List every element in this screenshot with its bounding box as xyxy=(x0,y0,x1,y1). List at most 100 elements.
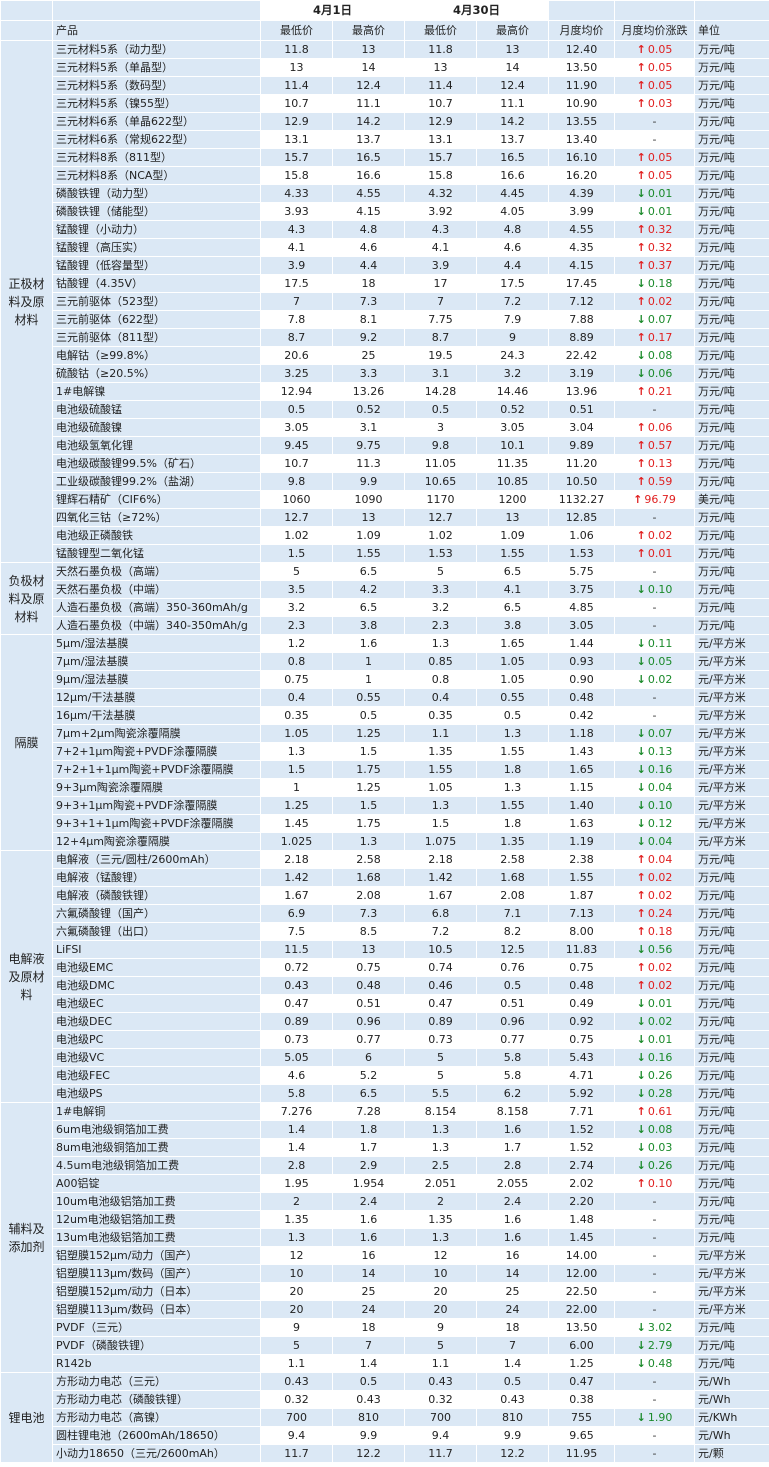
table-row: 人造石墨负极（高端）350-360mAh/g 3.2 6.5 3.2 6.5 4.85- 万… xyxy=(1,598,769,617)
monthly-average: 1.06 xyxy=(548,526,616,545)
low-price-start: 7.276 xyxy=(260,1102,333,1121)
high-price-start: 1.8 xyxy=(331,1120,406,1139)
product-name: 锰酸锂（低容量型） xyxy=(52,256,261,275)
low-price-start: 5.05 xyxy=(260,1048,333,1067)
high-price-end: 8.2 xyxy=(476,922,550,941)
monthly-average: 0.92 xyxy=(548,1012,616,1031)
monthly-change: ↑ 0.02 xyxy=(614,292,696,311)
low-price-end: 1.42 xyxy=(404,868,478,887)
high-price-end: 13.7 xyxy=(476,130,550,149)
monthly-change: - xyxy=(614,688,696,707)
change-value: 0.06 xyxy=(647,367,673,380)
high-price-end: 3.8 xyxy=(476,616,550,635)
arrow-up-icon: ↑ xyxy=(636,475,646,488)
product-name: 三元材料8系（NCA型） xyxy=(52,166,261,185)
table-row: 隔膜 5μm/湿法基膜 1.2 1.6 1.3 1.65 1.44 ↓ 0.11 元/平方米 xyxy=(0,634,769,851)
low-price-end: 0.85 xyxy=(404,652,478,671)
low-price-end: 3.92 xyxy=(404,202,478,221)
low-price-start: 12.7 xyxy=(260,508,333,527)
low-price-end: 1170 xyxy=(404,490,478,509)
product-name: 铝塑膜113μm/数码（日本） xyxy=(52,1300,261,1319)
high-price-start: 13 xyxy=(331,40,406,59)
high-price-start: 1.4 xyxy=(331,1354,406,1373)
change-value: 0.11 xyxy=(647,637,673,650)
high-price-start: 0.52 xyxy=(331,400,406,419)
arrow-up-icon: ↑ xyxy=(636,223,646,236)
high-price-start: 0.75 xyxy=(331,958,406,977)
high-price-end: 14.2 xyxy=(476,112,550,131)
monthly-change: - xyxy=(614,1300,696,1319)
low-price-end: 10 xyxy=(404,1264,478,1283)
monthly-average: 6.00 xyxy=(548,1336,616,1355)
monthly-change: ↑ 0.02 xyxy=(614,958,696,977)
high-price-end: 14.46 xyxy=(476,382,550,401)
arrow-up-icon: ↑ xyxy=(636,259,646,272)
table-row: 7μm+2μm陶瓷涂覆隔膜 1.05 1.25 1.1 1.3 1.18 ↓ 0.07 元/平方… xyxy=(1,724,769,743)
monthly-average: 5.92 xyxy=(548,1084,616,1103)
low-price-start: 1.3 xyxy=(260,1228,333,1247)
low-price-start: 12 xyxy=(260,1246,333,1265)
high-price-end: 6.5 xyxy=(476,598,550,617)
change-value: 0.04 xyxy=(647,781,673,794)
change-value: 0.37 xyxy=(647,259,673,272)
low-price-start: 0.5 xyxy=(260,400,333,419)
arrow-down-icon: ↓ xyxy=(636,781,646,794)
product-name: 7μm/湿法基膜 xyxy=(52,652,261,671)
monthly-average: 755 xyxy=(548,1408,616,1427)
high-price-end: 3.05 xyxy=(476,418,550,437)
arrow-down-icon: ↓ xyxy=(636,637,646,650)
high-price-start: 6.5 xyxy=(331,598,406,617)
product-name: 铝塑膜152μm/动力（国产） xyxy=(52,1246,261,1265)
low-price-start: 2.18 xyxy=(260,850,333,869)
low-price-end: 3.9 xyxy=(404,256,478,275)
high-price-start: 0.51 xyxy=(331,994,406,1013)
unit-cell: 万元/吨 xyxy=(694,346,769,365)
product-name: 电池级DMC xyxy=(52,976,261,995)
product-name: 电池级EMC xyxy=(52,958,261,977)
monthly-change: - xyxy=(614,1264,696,1283)
unit-cell: 万元/吨 xyxy=(694,922,769,941)
unit-cell: 万元/吨 xyxy=(694,904,769,923)
high-price-end: 0.5 xyxy=(476,1372,550,1391)
low-price-start: 7.8 xyxy=(260,310,333,329)
table-row: 正极材料及原材料 三元材料5系（动力型） 11.8 13 11.8 13 12.40 ↑ 0.0… xyxy=(0,40,769,563)
high-price-start: 0.43 xyxy=(331,1390,406,1409)
product-name: 7+2+1+1μm陶瓷+PVDF涂覆隔膜 xyxy=(52,760,261,779)
high-price-start: 0.96 xyxy=(331,1012,406,1031)
monthly-average: 12.85 xyxy=(548,508,616,527)
change-value: - xyxy=(652,115,657,128)
monthly-average: 1.52 xyxy=(548,1120,616,1139)
low-price-end: 0.47 xyxy=(404,994,478,1013)
monthly-average: 1.65 xyxy=(548,760,616,779)
unit-cell: 元/平方米 xyxy=(694,832,769,851)
arrow-down-icon: ↓ xyxy=(636,277,646,290)
high-price-start: 11.1 xyxy=(331,94,406,113)
unit-cell: 元/平方米 xyxy=(694,778,769,797)
table-row: 六氟磷酸锂（国产） 6.9 7.3 6.8 7.1 7.13 ↑ 0.24 万元/吨 xyxy=(1,904,769,923)
high-price-end: 1.65 xyxy=(476,634,550,653)
unit-cell: 万元/吨 xyxy=(694,1138,769,1157)
monthly-average: 0.48 xyxy=(548,688,616,707)
high-price-start: 3.1 xyxy=(331,418,406,437)
change-value: 0.13 xyxy=(647,745,673,758)
low-price-end: 3.3 xyxy=(404,580,478,599)
unit-cell: 万元/吨 xyxy=(694,328,769,347)
high-price-start: 1.6 xyxy=(331,634,406,653)
high-price-end: 1.05 xyxy=(476,652,550,671)
product-name: 磷酸铁锂（储能型） xyxy=(52,202,261,221)
high-price-end: 4.6 xyxy=(476,238,550,257)
high-price-end: 10.1 xyxy=(476,436,550,455)
product-name: 锰酸锂型二氧化锰 xyxy=(52,544,261,563)
product-name: 电池级PC xyxy=(52,1030,261,1049)
monthly-change: ↓ 0.02 xyxy=(614,670,696,689)
monthly-change: ↓ 0.26 xyxy=(614,1066,696,1085)
monthly-average: 13.55 xyxy=(548,112,616,131)
low-price-start: 0.72 xyxy=(260,958,333,977)
unit-cell: 元/Wh xyxy=(694,1426,769,1445)
high-price-start: 13 xyxy=(331,940,406,959)
change-value: 0.32 xyxy=(647,223,673,236)
change-value: 0.08 xyxy=(647,1123,673,1136)
monthly-change: ↑ 96.79 xyxy=(614,490,696,509)
product-name: 电池级VC xyxy=(52,1048,261,1067)
